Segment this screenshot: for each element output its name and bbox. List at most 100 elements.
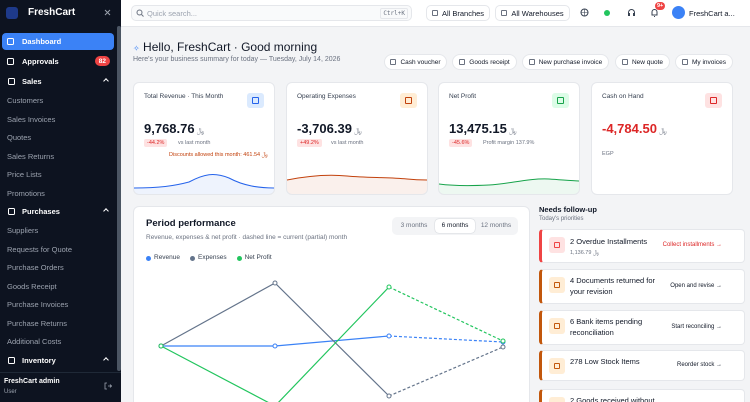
icon (459, 59, 466, 65)
followup-icon (549, 237, 565, 253)
icon-glyph (252, 97, 259, 104)
kpi-icon (400, 93, 417, 108)
followup-icon (549, 277, 565, 293)
followup-title: 6 Bank items pending reconciliation (570, 317, 643, 337)
followup-detail: 1,136.79 ﷼ (570, 250, 600, 256)
legend-swatch (236, 256, 242, 261)
followup-action[interactable]: Open and revise → (670, 282, 722, 289)
notifications-button[interactable] (650, 8, 659, 17)
series-line-partial (388, 286, 504, 342)
followup-item[interactable]: 2 Overdue Installments 1,136.79 ﷼ Collect … (539, 229, 745, 263)
nav-subitem[interactable]: Sales Returns (7, 151, 55, 161)
action-button[interactable]: Goods receipt (452, 54, 517, 70)
icon-glyph (710, 97, 717, 104)
kpi-value-row: -4,784.50 ﷼ (602, 120, 667, 138)
nav-subitem[interactable]: Sales Invoices (7, 114, 56, 124)
followup-title: 278 Low Stock Items (570, 357, 640, 366)
kpi-currency: ﷼ (353, 128, 362, 135)
nav-subitem[interactable]: Promotions (7, 188, 45, 198)
followup-action[interactable]: Collect installments → (662, 242, 722, 248)
action-button[interactable]: New quote (615, 54, 670, 70)
nav-subitem[interactable]: Customers (7, 96, 44, 105)
notification-badge: 9+ (655, 2, 666, 10)
user-name: FreshCart admin (4, 378, 60, 385)
followup-item[interactable]: 2 Goods received without (539, 389, 745, 402)
branch-select[interactable]: All Branches (426, 5, 490, 21)
point (272, 280, 278, 286)
nav-icon (8, 78, 15, 85)
kpi-value: 13,475.15 (449, 121, 507, 136)
action-button[interactable]: Cash voucher (384, 54, 447, 70)
range-option[interactable]: 3 months (400, 222, 428, 229)
icon (501, 10, 508, 16)
search-placeholder: Quick search... (147, 9, 198, 18)
point (386, 284, 392, 290)
followup-title: 2 Goods received without (570, 396, 655, 402)
nav-section[interactable]: Inventory (2, 352, 114, 369)
nav-subitem[interactable]: Requests for Quote (7, 244, 73, 254)
point (386, 333, 392, 339)
nav-section[interactable]: Purchases (2, 203, 114, 220)
legend-label: Net Profit (244, 254, 272, 261)
kpi-value: -3,706.39 (297, 121, 352, 136)
status-dot (604, 10, 610, 16)
search-icon (136, 9, 144, 17)
range-option[interactable]: 12 months (480, 222, 512, 229)
close-button[interactable] (104, 9, 111, 16)
nav-icon (7, 38, 14, 45)
kpi-change: -45.6% (449, 139, 473, 147)
nav-subitem[interactable]: Purchase Invoices (7, 300, 69, 309)
warehouse-select[interactable]: All Warehouses (495, 5, 570, 21)
user-role: User (4, 389, 17, 395)
nav-subitem[interactable]: Goods Receipt (7, 281, 57, 291)
action-button[interactable]: New purchase invoice (522, 54, 609, 70)
nav-subitem[interactable]: Quotes (7, 133, 32, 142)
nav-subitem[interactable]: Additional Costs (7, 337, 62, 346)
followup-item[interactable]: 278 Low Stock Items Reorder stock → (539, 350, 745, 381)
range-option[interactable]: 6 months (435, 219, 475, 233)
kpi-title: Operating Expenses (297, 93, 356, 100)
nav-section-label: Purchases (22, 207, 60, 216)
nav-subitem[interactable]: Purchase Orders (7, 263, 64, 272)
icon (682, 59, 689, 65)
nav-subitem[interactable]: Price Lists (7, 170, 42, 179)
performance-chart (158, 280, 506, 402)
icon-glyph (405, 97, 412, 104)
sparkline-line (439, 178, 579, 187)
followup-action[interactable]: Reorder stock → (676, 361, 722, 368)
kpi-card: Cash on Hand -4,784.50 ﷼ EGP (591, 82, 733, 195)
followup-action[interactable]: Start reconciling → (671, 323, 722, 330)
nav-subitem[interactable]: Suppliers (7, 226, 39, 235)
nav-item[interactable]: Approvals 82 (2, 53, 114, 70)
action-button[interactable]: My invoices (675, 54, 733, 70)
nav-section[interactable]: Sales (2, 73, 114, 90)
topbar-user[interactable]: FreshCart a... (689, 9, 735, 18)
kpi-title: Total Revenue · This Month (144, 93, 224, 100)
legend-label: Expenses (198, 254, 227, 261)
avatar[interactable] (672, 6, 685, 19)
greeting-subtitle: Here's your business summary for today —… (133, 56, 341, 63)
performance-subtitle: Revenue, expenses & net profit · dashed … (146, 234, 348, 241)
action-label: New purchase invoice (538, 58, 603, 66)
language-button[interactable] (580, 8, 589, 17)
kpi-change: +49.2% (297, 139, 322, 147)
legend-swatch (146, 256, 151, 261)
support-button[interactable] (627, 8, 636, 17)
point (500, 344, 506, 350)
followup-item[interactable]: 4 Documents returned for your revision Op… (539, 269, 745, 304)
nav-subitem[interactable]: Purchase Returns (7, 318, 68, 328)
greeting: ✧ Hello, FreshCart · Good morning (133, 40, 318, 54)
followup-title: 2 Overdue Installments (570, 237, 648, 246)
nav-icon (8, 356, 15, 364)
scrollbar (117, 26, 121, 371)
kpi-change: -44.2% (144, 139, 168, 147)
nav-item[interactable]: Dashboard (2, 33, 114, 50)
followup-item[interactable]: 6 Bank items pending reconciliation Start… (539, 310, 745, 345)
logout-button[interactable] (104, 382, 112, 390)
sparkline-line (134, 174, 274, 189)
search-box[interactable]: Quick search... Ctrl+K (131, 5, 412, 21)
icon-glyph (557, 97, 564, 104)
sparkline (287, 174, 427, 194)
followup-subtitle: Today's priorities (539, 216, 584, 222)
